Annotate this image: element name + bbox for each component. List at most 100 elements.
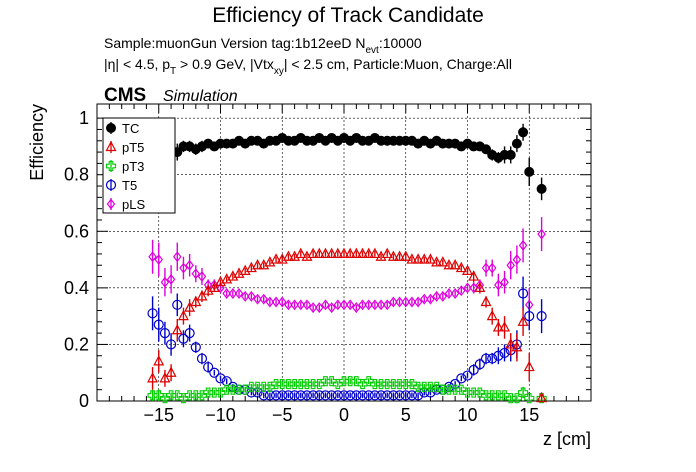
data-point: [388, 390, 399, 401]
subtitle-1-sub: evt: [366, 45, 380, 56]
data-point: [190, 295, 202, 307]
legend-entry-pt5: pT5: [105, 140, 144, 155]
data-point: [197, 271, 207, 283]
data-point: [369, 247, 381, 259]
data-point: [376, 299, 386, 311]
data-point: [395, 296, 404, 308]
data-point: [284, 299, 293, 311]
data-point: [536, 311, 547, 322]
data-point: [222, 288, 231, 299]
subtitle-2-tail: | < 2.5 cm, Particle:Muon, Charge:All: [284, 56, 512, 72]
data-point: [450, 288, 460, 299]
data-point: [462, 264, 473, 275]
data-point: [358, 299, 367, 311]
data-point: [512, 254, 522, 266]
data-point: [173, 251, 182, 263]
data-point: [332, 247, 344, 259]
data-point: [456, 373, 467, 384]
data-point: [437, 256, 449, 267]
data-point: [196, 353, 208, 364]
legend-entry-pls: pLS: [106, 197, 145, 212]
data-point: [426, 293, 435, 305]
data-point: [486, 309, 498, 321]
x-tick-label: 5: [401, 405, 411, 425]
data-point: [351, 390, 362, 401]
data-point: [469, 282, 478, 294]
data-point: [511, 138, 522, 149]
data-point: [381, 247, 393, 259]
data-point: [500, 276, 509, 288]
data-point: [296, 299, 306, 311]
data-point: [196, 290, 208, 301]
data-point: [492, 321, 504, 332]
data-point: [370, 299, 380, 311]
data-point: [252, 258, 264, 270]
data-point: [345, 390, 356, 401]
series-t5: [147, 276, 547, 401]
data-point: [400, 390, 411, 401]
data-point: [463, 282, 472, 294]
data-point: [536, 391, 548, 403]
data-point: [295, 247, 307, 259]
data-point: [215, 373, 226, 384]
data-point: [382, 299, 392, 311]
data-point: [438, 290, 448, 302]
data-point: [413, 296, 423, 308]
legend: TC pT5 pT3 T5 pLS: [102, 117, 176, 214]
data-point: [177, 309, 189, 321]
data-point: [369, 390, 380, 401]
subtitle-2-sub1: T: [170, 66, 176, 77]
data-point: [420, 293, 429, 305]
data-point: [271, 296, 281, 308]
data-point: [523, 360, 535, 372]
legend-marker: [106, 123, 116, 133]
data-point: [179, 262, 188, 274]
data-point: [190, 342, 201, 353]
data-point: [511, 340, 523, 352]
legend-marker: [105, 179, 117, 191]
y-tick-label: 0.6: [64, 221, 89, 241]
data-point: [401, 296, 411, 308]
data-point: [308, 390, 319, 401]
data-point: [332, 390, 343, 401]
data-point: [203, 361, 214, 373]
y-axis-label: Efficiency: [27, 104, 47, 181]
subtitle-1-text: Sample:muonGun Version tag:1b12eeD N: [104, 35, 366, 51]
y-tick-label: 0: [79, 391, 89, 411]
data-point: [283, 390, 294, 401]
data-point: [178, 333, 189, 344]
data-point: [412, 253, 424, 264]
data-point: [295, 390, 306, 401]
series-pt5: [147, 247, 548, 403]
legend-entry-tc: TC: [106, 121, 139, 136]
data-point: [308, 302, 318, 314]
data-point: [517, 288, 529, 299]
data-point: [338, 390, 350, 401]
data-point: [474, 281, 486, 292]
data-point: [320, 390, 331, 401]
legend-label: pT5: [122, 140, 144, 155]
x-tick-label: −10: [205, 405, 236, 425]
data-point: [505, 338, 517, 349]
data-point: [432, 290, 441, 302]
data-point: [147, 372, 159, 383]
data-point: [253, 293, 262, 305]
data-point: [518, 239, 528, 251]
data-point: [481, 262, 491, 274]
chart-subtitle-1: Sample:muonGun Version tag:1b12eeD Nevt:…: [104, 35, 422, 56]
data-point: [468, 270, 480, 281]
data-point: [394, 250, 406, 261]
data-point: [184, 301, 196, 312]
data-point: [184, 328, 195, 339]
data-point: [216, 282, 225, 294]
subtitle-2-sub2: xy: [274, 66, 284, 77]
data-point: [394, 390, 405, 401]
data-point: [327, 302, 336, 314]
data-point: [494, 279, 503, 291]
data-point: [455, 261, 467, 273]
data-point: [301, 390, 313, 401]
y-tick-label: 0.4: [64, 278, 89, 298]
data-point: [407, 296, 417, 308]
data-point: [406, 390, 418, 401]
data-point: [265, 296, 275, 308]
